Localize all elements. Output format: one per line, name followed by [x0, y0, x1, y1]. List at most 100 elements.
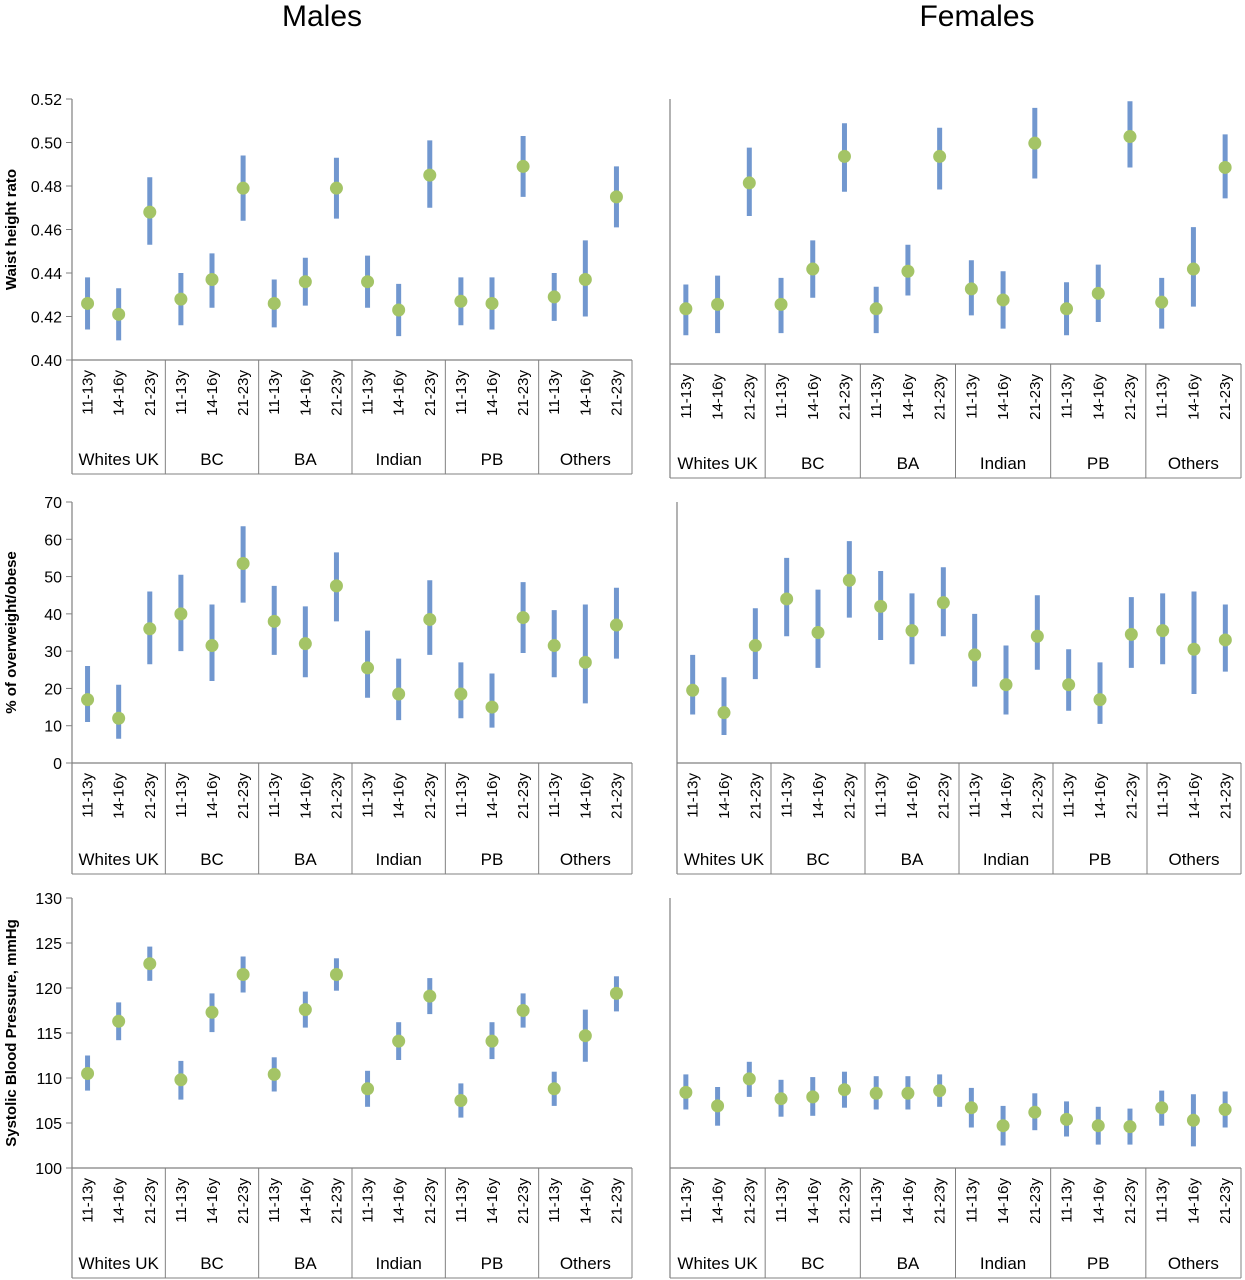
- data-point: [236, 968, 250, 981]
- category-tick-label: 21-23y: [1027, 1178, 1044, 1224]
- data-point: [996, 293, 1010, 307]
- y-tick-label: 110: [36, 1071, 62, 1088]
- data-point: [485, 700, 499, 714]
- y-tick-label: 10: [44, 719, 62, 736]
- data-point: [329, 579, 343, 593]
- data-point: [936, 596, 950, 610]
- category-tick-label: 14-16y: [998, 773, 1015, 819]
- y-tick-label: 130: [35, 891, 62, 908]
- data-point: [392, 303, 406, 317]
- category-tick-label: 21-23y: [142, 773, 159, 819]
- y-tick-label: 70: [44, 495, 62, 512]
- category-tick-label: 21-23y: [515, 1178, 532, 1224]
- category-tick-label: 21-23y: [741, 374, 758, 420]
- data-point: [298, 1003, 312, 1017]
- y-tick-label: 0.40: [31, 353, 62, 370]
- category-tick-label: 14-16y: [484, 773, 501, 819]
- category-tick-label: 14-16y: [204, 1178, 221, 1224]
- y-axis-label: % of overweight/obese: [3, 551, 20, 714]
- y-axis-label: Systolic Blood Pressure, mmHg: [3, 919, 20, 1147]
- category-tick-label: 11-13y: [266, 1178, 283, 1223]
- group-label: Indian: [980, 1254, 1026, 1273]
- category-tick-label: 11-13y: [266, 370, 283, 415]
- group-label: BC: [200, 850, 224, 869]
- data-point: [609, 986, 623, 1000]
- data-point: [905, 624, 919, 638]
- category-tick-label: 21-23y: [932, 374, 949, 420]
- group-label: Indian: [376, 850, 422, 869]
- category-tick-label: 21-23y: [1217, 773, 1234, 819]
- category-tick-label: 14-16y: [391, 1178, 408, 1224]
- category-tick-label: 14-16y: [805, 1178, 822, 1224]
- category-tick-label: 14-16y: [995, 1178, 1012, 1224]
- data-point: [267, 296, 281, 310]
- data-point: [1093, 693, 1107, 707]
- data-point: [112, 1014, 126, 1028]
- group-label: Others: [560, 850, 611, 869]
- group-label: BA: [897, 454, 920, 473]
- y-tick-label: 0.52: [31, 92, 62, 109]
- category-tick-label: 11-13y: [779, 773, 796, 818]
- group-label: Others: [1168, 454, 1219, 473]
- category-tick-label: 21-23y: [235, 370, 252, 416]
- category-tick-label: 14-16y: [900, 1178, 917, 1224]
- group-label: Others: [1168, 850, 1219, 869]
- category-tick-label: 21-23y: [142, 370, 159, 416]
- data-point: [901, 264, 915, 278]
- category-tick-label: 14-16y: [1092, 773, 1109, 819]
- data-point: [806, 262, 820, 276]
- data-point: [1218, 633, 1232, 647]
- category-tick-label: 11-13y: [453, 370, 470, 415]
- data-point: [742, 1072, 756, 1086]
- category-tick-label: 11-13y: [173, 370, 190, 415]
- y-tick-label: 0.48: [31, 179, 62, 196]
- group-label: Whites UK: [677, 1254, 758, 1273]
- data-point: [774, 297, 788, 311]
- group-label: BC: [200, 1254, 224, 1273]
- y-tick-label: 100: [35, 1161, 62, 1178]
- chart-panel-4: 100 105 110 115 120 125 130 Systolic Blood Pres…: [3, 891, 633, 1279]
- data-point: [1187, 642, 1201, 656]
- category-tick-label: 11-13y: [453, 773, 470, 818]
- data-point: [174, 607, 188, 621]
- category-tick-label: 21-23y: [1027, 374, 1044, 420]
- group-label: Others: [560, 1254, 611, 1273]
- group-label: BA: [294, 1254, 317, 1273]
- category-tick-label: 21-23y: [836, 1178, 853, 1224]
- data-point: [516, 611, 530, 625]
- category-tick-label: 11-13y: [1061, 773, 1078, 818]
- category-tick-label: 21-23y: [935, 773, 952, 819]
- category-tick-label: 11-13y: [1154, 1178, 1171, 1223]
- category-tick-label: 21-23y: [836, 374, 853, 420]
- data-point: [842, 573, 856, 587]
- data-point: [578, 1029, 592, 1043]
- data-point: [1062, 678, 1076, 692]
- group-label: BC: [200, 450, 224, 469]
- category-tick-label: 14-16y: [577, 1178, 594, 1224]
- y-tick-label: 125: [35, 936, 62, 953]
- group-label: Indian: [376, 450, 422, 469]
- data-point: [869, 1086, 883, 1100]
- group-label: Whites UK: [79, 850, 160, 869]
- category-tick-label: 21-23y: [1217, 1178, 1234, 1224]
- data-point: [1028, 136, 1042, 150]
- category-tick-label: 11-13y: [80, 1178, 97, 1223]
- category-tick-label: 14-16y: [1090, 1178, 1107, 1224]
- category-tick-label: 14-16y: [484, 1178, 501, 1224]
- data-point: [1218, 1103, 1232, 1116]
- category-tick-label: 21-23y: [422, 773, 439, 819]
- group-label: BA: [901, 850, 924, 869]
- data-point: [81, 693, 95, 707]
- y-tick-label: 20: [44, 681, 62, 698]
- data-point: [609, 618, 623, 632]
- data-point: [143, 622, 157, 636]
- data-point: [717, 706, 731, 720]
- data-point: [205, 639, 219, 653]
- chart-panel-0: 0.40 0.42 0.44 0.46 0.48 0.50 0.52 Waist height…: [3, 92, 633, 475]
- chart-panel-3: Whites UK BC BA Indian PB Others 11-13y 14-16y 2…: [676, 502, 1242, 875]
- group-label: PB: [481, 1254, 504, 1273]
- category-tick-label: 21-23y: [142, 1178, 159, 1224]
- category-tick-label: 11-13y: [685, 773, 702, 818]
- data-point: [112, 307, 126, 321]
- data-point: [964, 282, 978, 296]
